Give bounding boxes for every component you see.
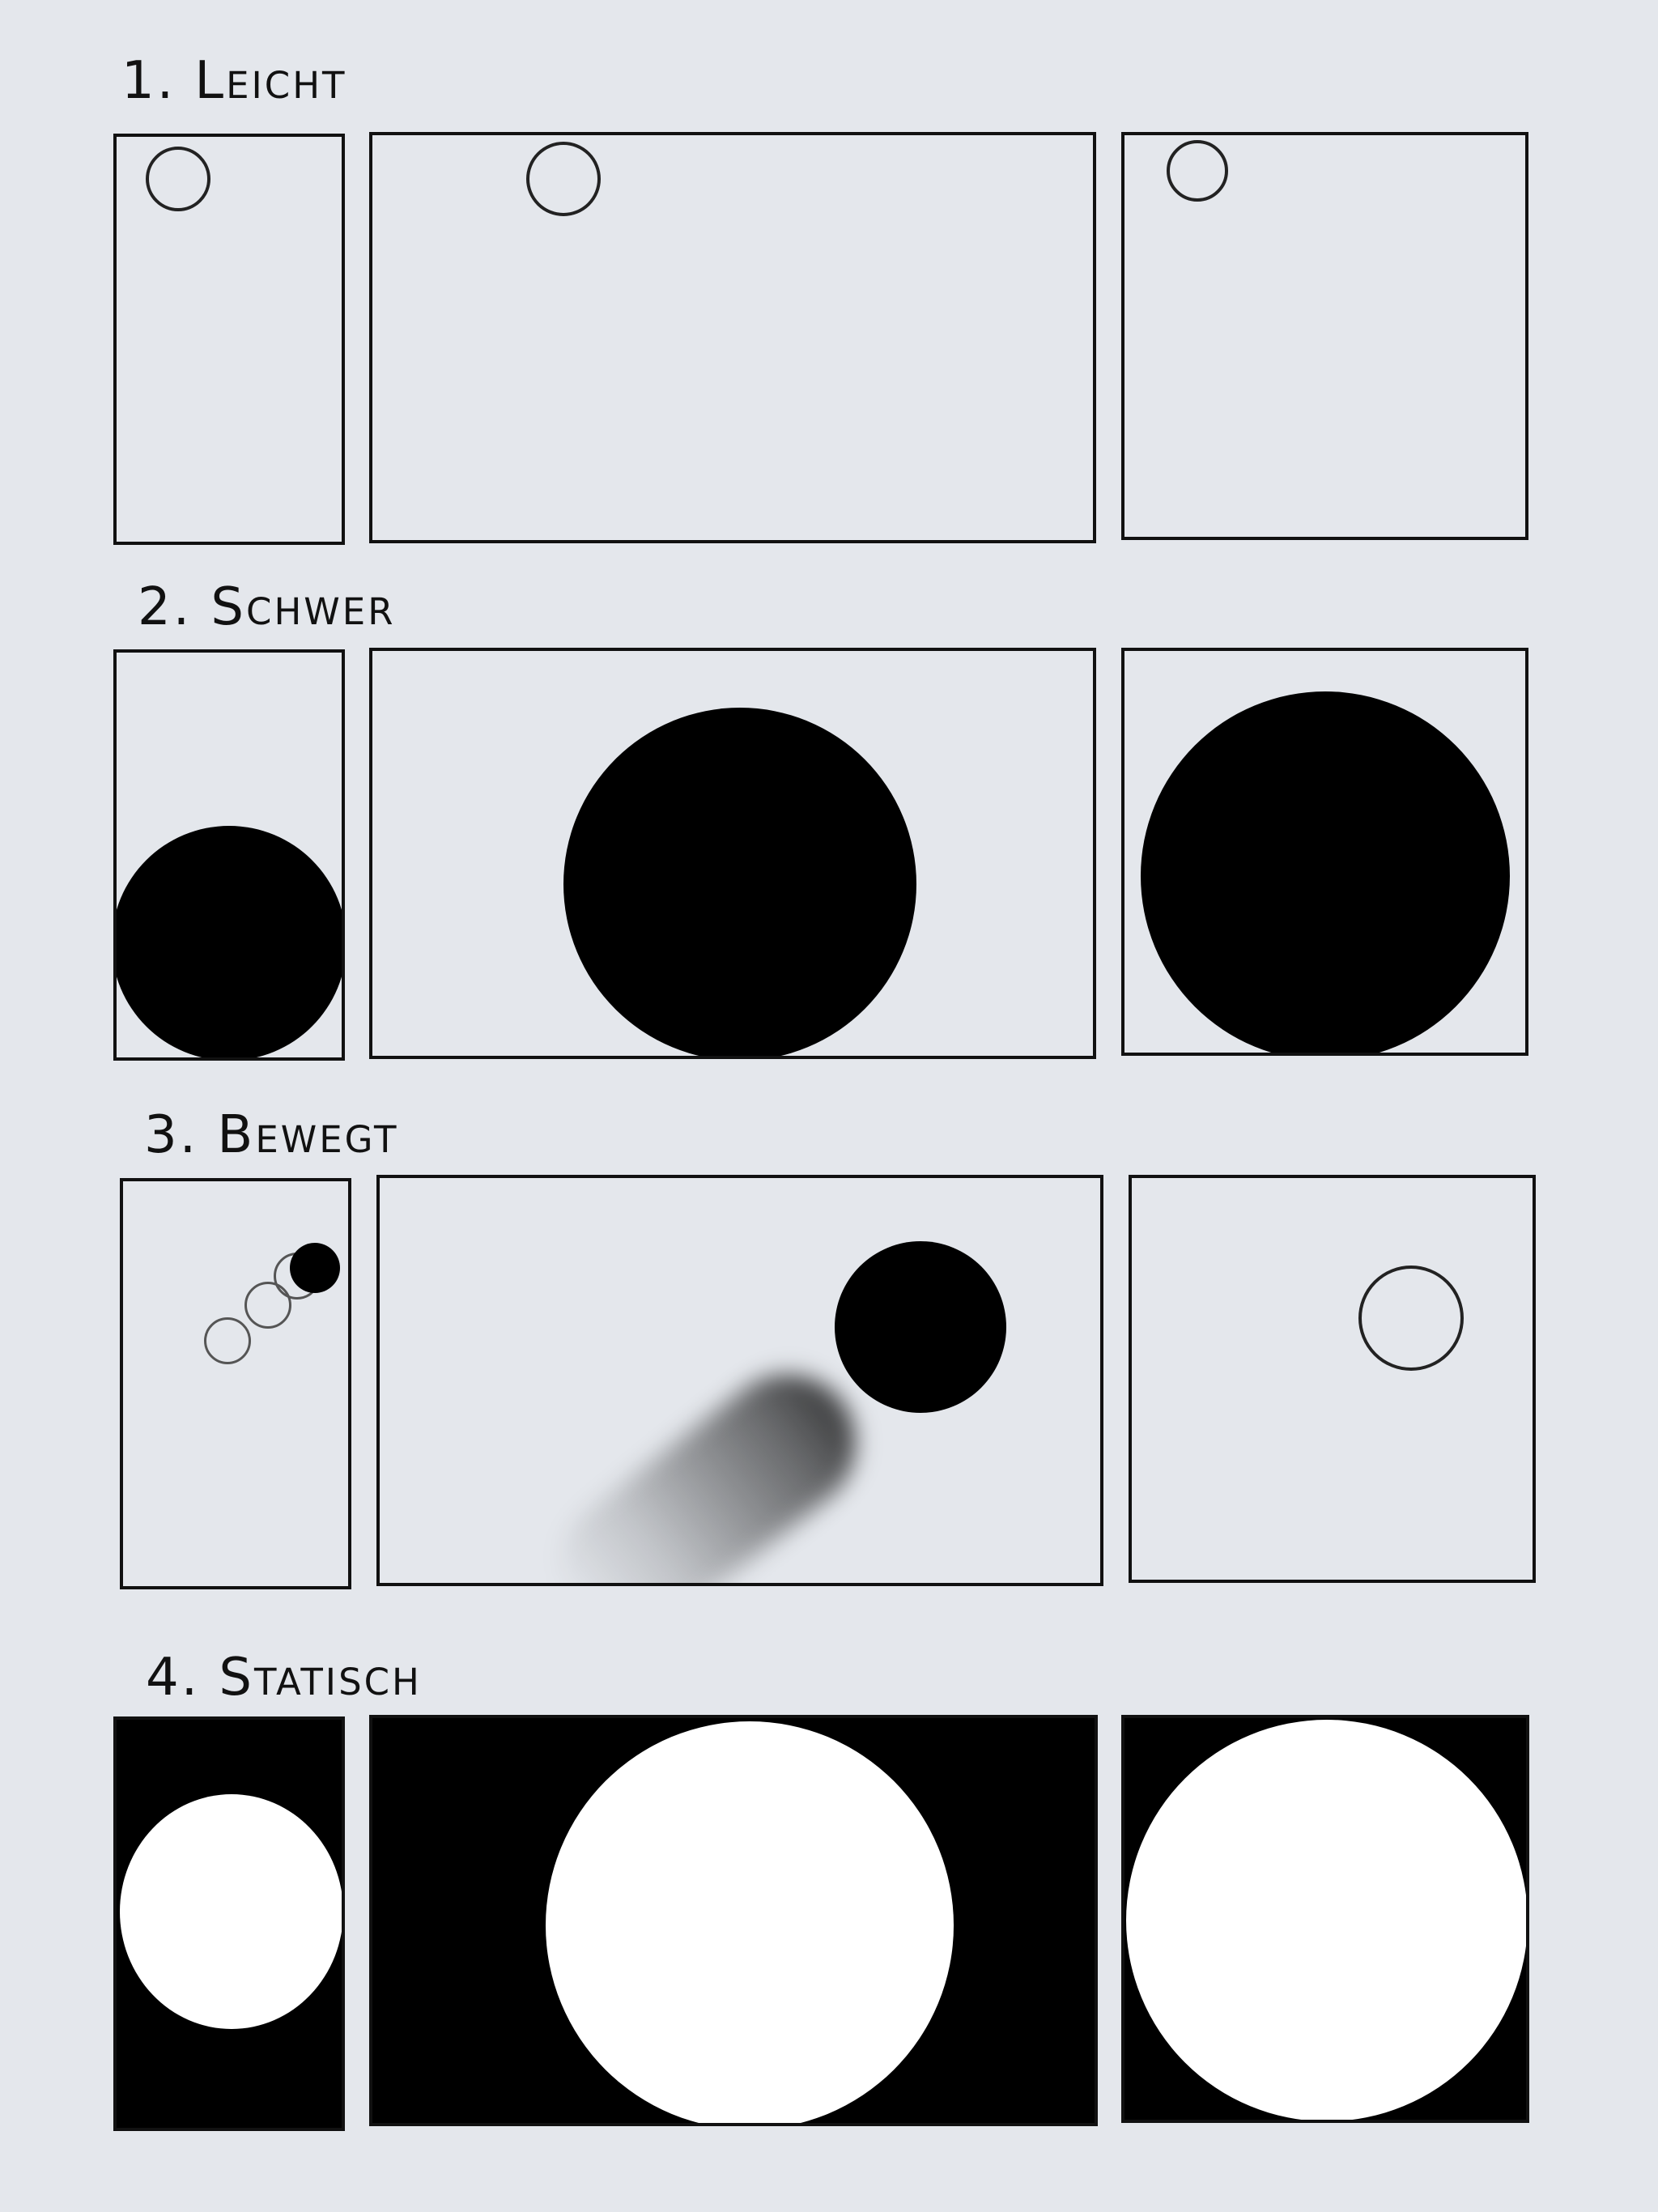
- section-heading-1: 1. Leicht: [121, 51, 347, 111]
- panel-1-2: [369, 132, 1096, 543]
- motion-ghost-ball: [244, 1282, 291, 1329]
- section-heading-4: 4. Statisch: [146, 1648, 422, 1708]
- section-heading-3: 3. Bewegt: [144, 1105, 399, 1165]
- motion-ghost-ball: [204, 1317, 251, 1364]
- panel-3-3: [1129, 1175, 1536, 1583]
- motion-blur-trail: [530, 1346, 884, 1583]
- static-ball: [546, 1721, 954, 2123]
- light-ball: [1358, 1266, 1464, 1371]
- light-ball: [1167, 140, 1228, 202]
- panel-1-1: [113, 134, 345, 545]
- section-heading-2: 2. Schwer: [138, 577, 396, 637]
- static-ball: [1126, 1720, 1526, 2120]
- static-ball: [120, 1794, 342, 2029]
- light-ball: [526, 142, 601, 216]
- panel-3-2: [376, 1175, 1103, 1586]
- panel-1-3: [1121, 132, 1528, 540]
- panel-4-1: [113, 1716, 345, 2131]
- panel-2-2: [369, 648, 1096, 1059]
- moving-ball: [290, 1243, 340, 1293]
- panel-3-1: [120, 1178, 351, 1589]
- heavy-ball: [117, 826, 342, 1057]
- panel-2-1: [113, 649, 345, 1061]
- panel-4-3: [1121, 1715, 1529, 2123]
- moving-ball: [835, 1241, 1006, 1413]
- heavy-ball: [563, 708, 916, 1056]
- heavy-ball: [1141, 691, 1510, 1053]
- light-ball: [146, 147, 210, 211]
- panel-4-2: [369, 1715, 1098, 2126]
- panel-2-3: [1121, 648, 1528, 1056]
